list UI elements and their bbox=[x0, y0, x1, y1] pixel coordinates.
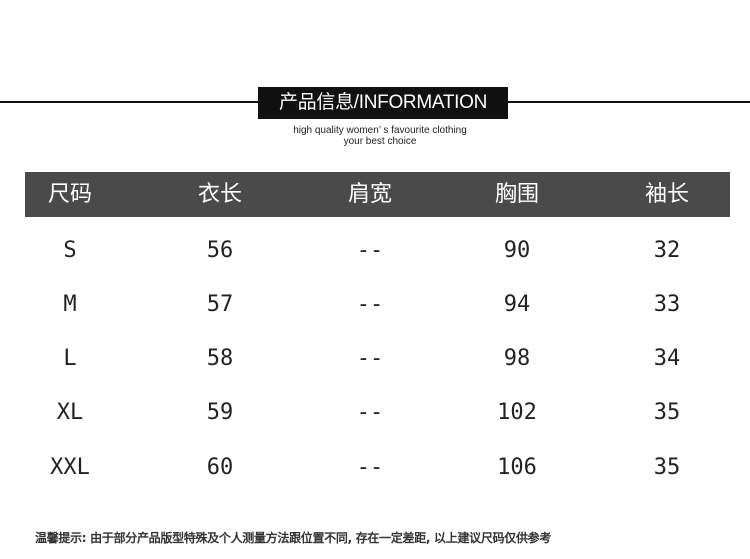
table-cell: XL bbox=[56, 400, 84, 425]
divider-left bbox=[0, 101, 258, 103]
table-cell: 35 bbox=[653, 455, 681, 480]
column-header: 肩宽 bbox=[347, 182, 392, 207]
table-cell: S bbox=[63, 238, 77, 263]
table-cell: 59 bbox=[206, 400, 234, 425]
column-header: 衣长 bbox=[197, 182, 242, 207]
table-cell: 58 bbox=[206, 346, 234, 371]
table-cell: 57 bbox=[206, 292, 234, 317]
table-cell: 34 bbox=[653, 346, 681, 371]
table-cell: -- bbox=[356, 292, 384, 317]
table-cell: -- bbox=[356, 346, 384, 371]
table-row: XXL 60 -- 106 35 bbox=[0, 448, 750, 488]
table-cell: 94 bbox=[503, 292, 531, 317]
table-cell: 60 bbox=[206, 455, 234, 480]
table-cell: 33 bbox=[653, 292, 681, 317]
table-cell: 56 bbox=[206, 238, 234, 263]
size-note: 温馨提示: 由于部分产品版型特殊及个人测量方法跟位置不同, 存在一定差距, 以上… bbox=[35, 531, 552, 545]
table-row: M 57 -- 94 33 bbox=[0, 285, 750, 325]
table-row: L 58 -- 98 34 bbox=[0, 339, 750, 379]
table-row: S 56 -- 90 32 bbox=[0, 231, 750, 271]
table-cell: -- bbox=[356, 455, 384, 480]
table-cell: -- bbox=[356, 400, 384, 425]
subtitle-line1: high quality women’ s favourite clothing bbox=[293, 125, 467, 136]
table-cell: 102 bbox=[497, 400, 537, 425]
table-cell: 32 bbox=[653, 238, 681, 263]
table-cell: 35 bbox=[653, 400, 681, 425]
divider-right bbox=[508, 101, 750, 103]
column-header: 袖长 bbox=[644, 182, 689, 207]
table-cell: 98 bbox=[503, 346, 531, 371]
column-header: 尺码 bbox=[47, 182, 92, 207]
table-cell: XXL bbox=[50, 455, 90, 480]
table-row: XL 59 -- 102 35 bbox=[0, 393, 750, 433]
section-title: 产品信息/INFORMATION bbox=[258, 87, 508, 119]
table-cell: 90 bbox=[503, 238, 531, 263]
subtitle-line2: your best choice bbox=[343, 136, 417, 147]
table-cell: M bbox=[63, 292, 77, 317]
table-header: 尺码 衣长 肩宽 胸围 袖长 bbox=[25, 172, 730, 217]
table-cell: 106 bbox=[497, 455, 537, 480]
column-header: 胸围 bbox=[494, 182, 539, 207]
table-cell: -- bbox=[356, 238, 384, 263]
table-cell: L bbox=[63, 346, 77, 371]
